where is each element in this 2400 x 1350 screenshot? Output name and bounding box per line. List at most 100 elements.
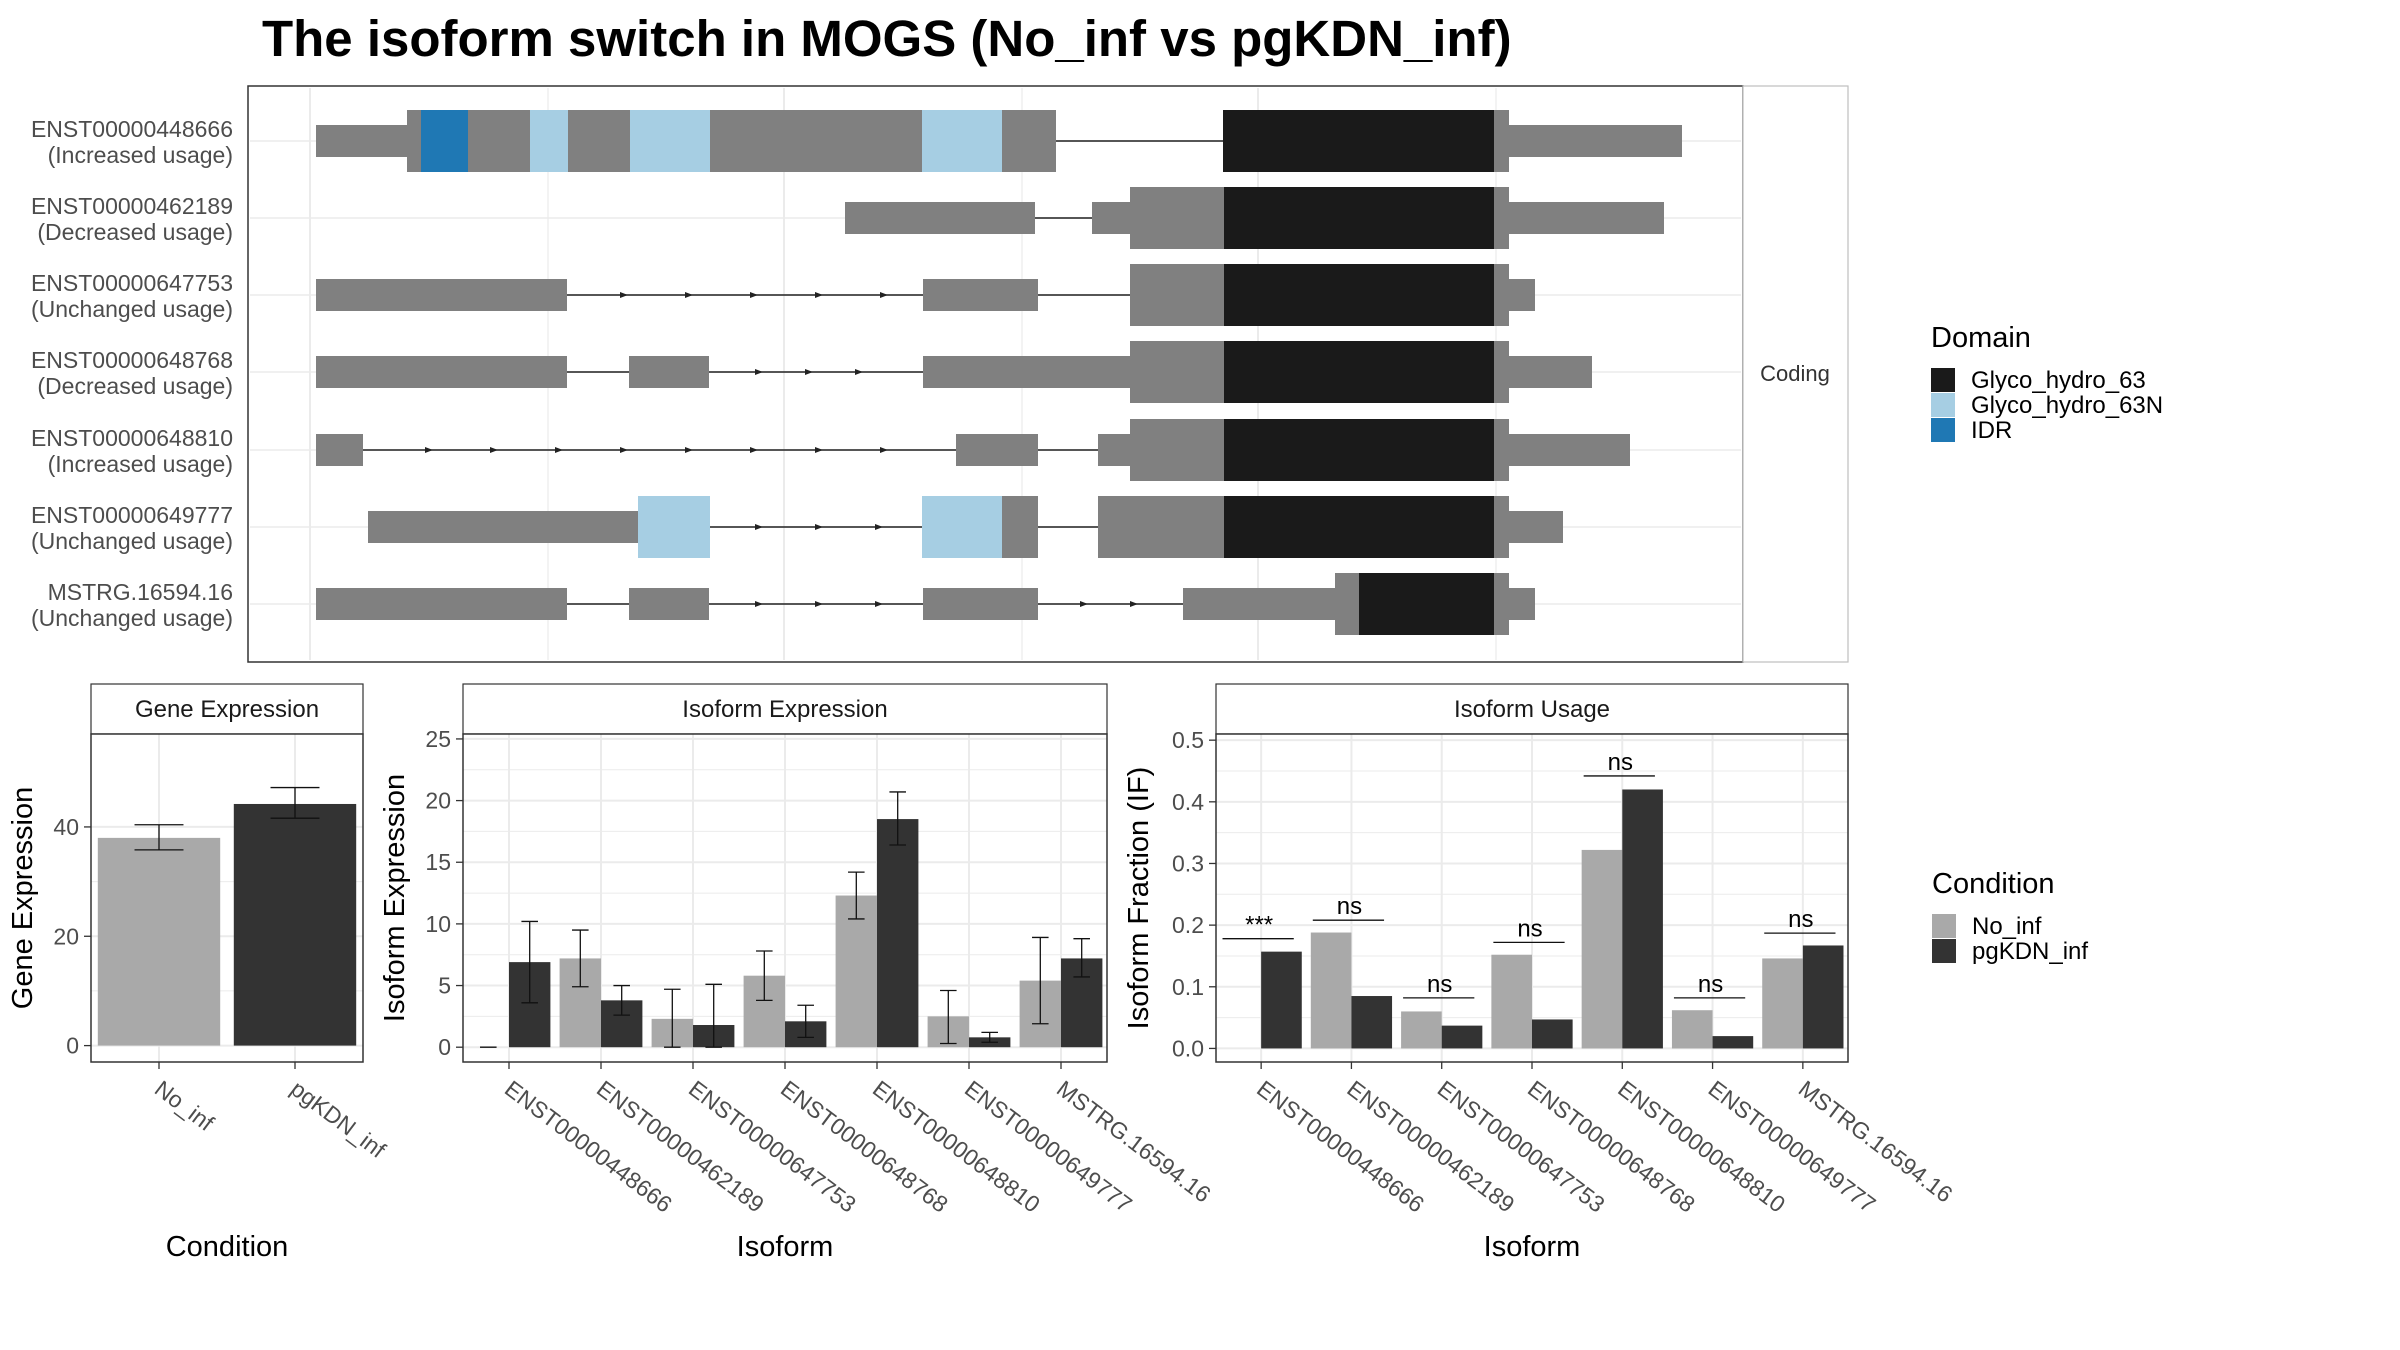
panel-strip-title: Gene Expression xyxy=(135,696,319,723)
bar xyxy=(1351,996,1393,1049)
y-axis-title: Isoform Expression xyxy=(379,774,411,1022)
domain-block xyxy=(1223,110,1494,172)
isoform-usage-label: (Decreased usage) xyxy=(37,373,233,399)
y-tick-label: 40 xyxy=(53,814,79,840)
bar xyxy=(1532,1019,1573,1049)
strand-arrow xyxy=(620,447,628,453)
strand-arrow xyxy=(875,601,883,607)
isoform-track xyxy=(316,341,1592,403)
x-tick-label: ENST00000648768 xyxy=(1523,1075,1700,1217)
bar xyxy=(1671,1010,1713,1049)
strand-arrow xyxy=(425,447,433,453)
panel-strip-title: Isoform Usage xyxy=(1454,696,1610,723)
x-tick-label: ENST00000448666 xyxy=(500,1075,677,1217)
isoform-id-label: ENST00000648810 xyxy=(31,425,233,451)
strand-arrow xyxy=(755,524,763,530)
y-tick-label: 0 xyxy=(66,1033,79,1059)
legend-title: Condition xyxy=(1932,868,2055,900)
isoform-expression-chart: Isoform Expression 0 5 10 15 20 25 ENST00000448… xyxy=(379,683,1216,1263)
gene-expression-chart: Gene Expression 0 20 40 No_inf pgKDN_inf Condi… xyxy=(7,683,391,1263)
y-tick-label: 15 xyxy=(425,849,451,875)
y-tick-label: 5 xyxy=(438,973,451,999)
x-tick-label: ENST00000649777 xyxy=(960,1075,1137,1217)
isoform-usage-chart: Isoform Usage *** ns ns ns ns ns ns 0.0 0.1 0.2 0.3… xyxy=(1123,683,1958,1263)
exon-block xyxy=(1092,202,1130,234)
panel-strip xyxy=(90,683,364,735)
exon-block xyxy=(629,356,709,388)
isoform-track xyxy=(845,187,1664,249)
y-tick-label: 0.2 xyxy=(1172,912,1204,938)
bar xyxy=(97,837,221,1046)
exon-block xyxy=(1494,419,1509,481)
significance-label: ns xyxy=(1698,971,1723,998)
isoform-usage-label: (Unchanged usage) xyxy=(31,528,233,554)
bar xyxy=(1622,789,1663,1049)
panel-strip xyxy=(1215,683,1849,735)
exon-block xyxy=(1130,419,1224,481)
x-tick-label: pgKDN_inf xyxy=(286,1075,391,1163)
structure-tracks xyxy=(316,110,1682,635)
panel-strip xyxy=(462,683,1108,735)
exon-block xyxy=(1509,202,1664,234)
legend-item-label: No_inf xyxy=(1972,913,2042,940)
strand-arrow xyxy=(815,601,823,607)
isoform-usage-label: (Decreased usage) xyxy=(37,219,233,245)
legend-swatch xyxy=(1932,939,1956,963)
panel-border xyxy=(90,733,364,1063)
domain-block xyxy=(421,110,468,172)
legend-item-label: Glyco_hydro_63 xyxy=(1971,367,2146,394)
exon-block xyxy=(1002,496,1038,558)
exon-block xyxy=(1509,588,1535,620)
strand-arrow xyxy=(880,447,888,453)
y-axis-title: Isoform Fraction (IF) xyxy=(1123,767,1155,1030)
x-tick-label: ENST00000647753 xyxy=(684,1075,861,1217)
exon-block xyxy=(1509,511,1563,543)
y-tick-label: 20 xyxy=(425,788,451,814)
strand-arrow xyxy=(685,447,693,453)
exon-block xyxy=(1098,434,1130,466)
bar xyxy=(1491,954,1532,1049)
exon-block xyxy=(1494,187,1509,249)
strand-arrow xyxy=(755,369,763,375)
isoform-usage-label: (Increased usage) xyxy=(48,451,233,477)
structure-facet-label: Coding xyxy=(1760,361,1830,386)
strand-arrow xyxy=(805,369,813,375)
isoform-track xyxy=(316,264,1535,326)
strand-arrow xyxy=(855,369,863,375)
x-tick-label: ENST00000462189 xyxy=(592,1075,769,1217)
x-axis-title: Isoform xyxy=(737,1231,834,1263)
legend-swatch xyxy=(1931,393,1955,417)
x-tick-label: ENST00000648810 xyxy=(1613,1075,1790,1217)
exon-block xyxy=(316,279,567,311)
domain-block xyxy=(1224,264,1494,326)
legend-swatch xyxy=(1931,418,1955,442)
strand-arrow xyxy=(555,447,563,453)
exon-block xyxy=(1509,356,1592,388)
isoform-id-label: ENST00000462189 xyxy=(31,193,233,219)
domain-block xyxy=(1359,573,1494,635)
y-tick-label: 0.3 xyxy=(1172,850,1204,876)
bar xyxy=(1762,958,1803,1049)
exon-block xyxy=(923,588,1038,620)
exon-block xyxy=(316,356,567,388)
y-tick-label: 20 xyxy=(53,923,79,949)
y-tick-label: 0 xyxy=(438,1034,451,1060)
strand-arrow xyxy=(815,447,823,453)
bar xyxy=(835,895,877,1048)
x-axis-title: Condition xyxy=(166,1231,289,1263)
y-tick-label: 0.4 xyxy=(1172,789,1204,815)
exon-block xyxy=(1494,341,1509,403)
exon-block xyxy=(1494,496,1509,558)
exon-block xyxy=(316,588,567,620)
exon-block xyxy=(845,202,1035,234)
exon-block xyxy=(368,511,638,543)
exon-block xyxy=(923,279,1038,311)
domain-block xyxy=(630,110,710,172)
significance-label: ns xyxy=(1788,906,1813,933)
bar xyxy=(1581,849,1623,1049)
bar xyxy=(233,803,357,1046)
legend-item-label: pgKDN_inf xyxy=(1972,938,2088,965)
isoform-usage-label: (Unchanged usage) xyxy=(31,605,233,631)
